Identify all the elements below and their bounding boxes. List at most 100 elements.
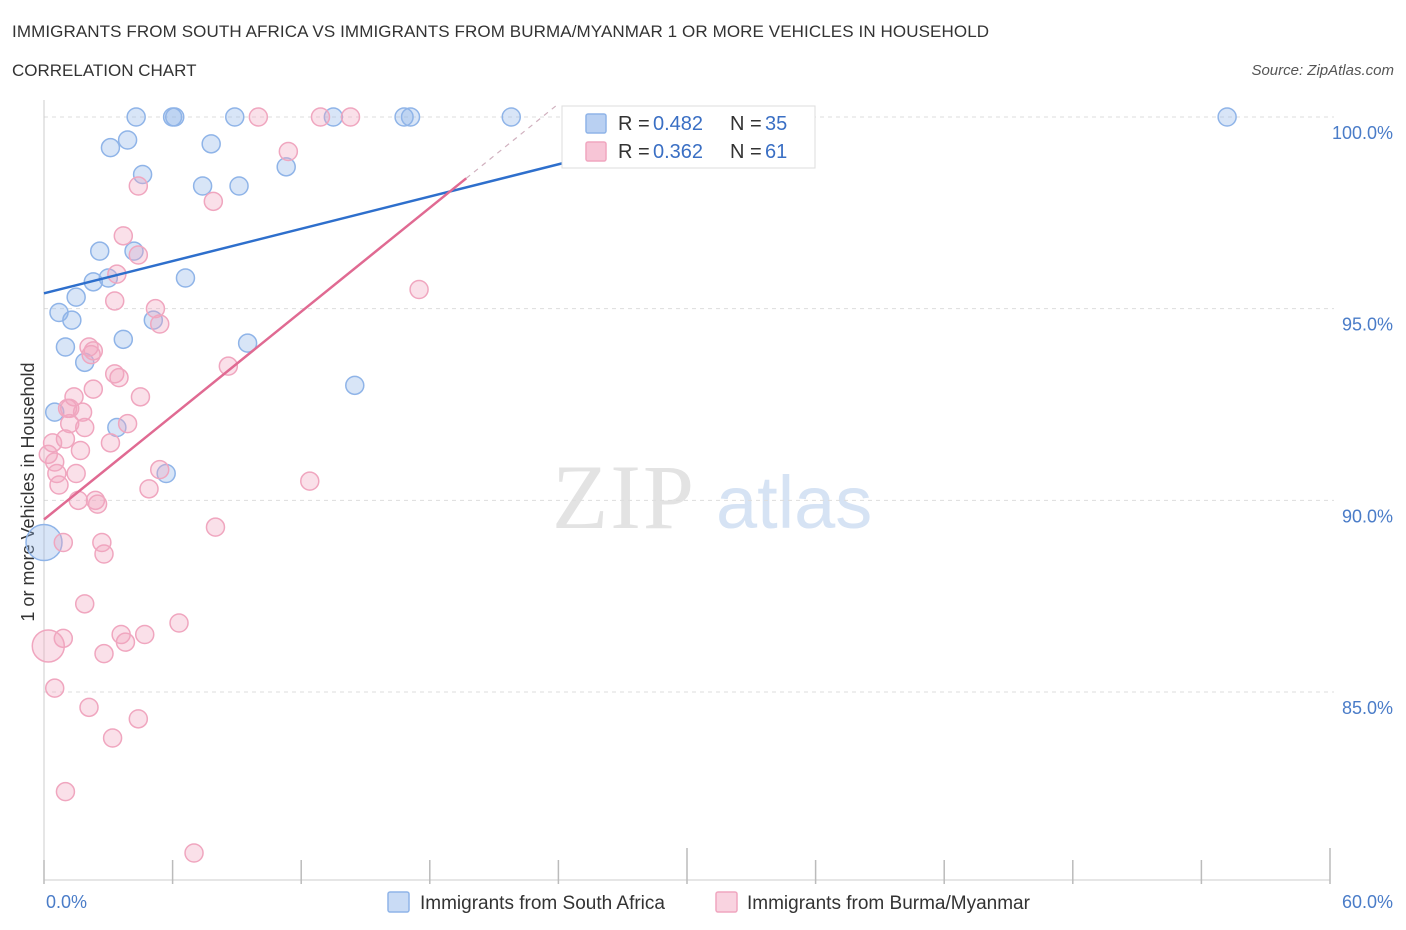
data-point	[117, 413, 138, 434]
data-point	[394, 107, 414, 127]
data-point	[1217, 107, 1237, 127]
y-tick-label: 85.0%	[1342, 698, 1393, 718]
data-point	[64, 387, 84, 407]
bottom-legend-label-burma: Immigrants from Burma/Myanmar	[747, 893, 1031, 914]
data-point	[89, 241, 110, 261]
data-point	[128, 245, 149, 265]
data-point	[184, 843, 204, 863]
data-point	[113, 329, 134, 350]
data-point	[175, 268, 196, 288]
bottom-legend-swatch-south-africa	[387, 891, 410, 913]
series-south-africa-points	[25, 107, 1237, 562]
data-point	[66, 287, 86, 307]
data-point	[74, 417, 95, 438]
data-point	[169, 613, 189, 633]
data-point	[400, 107, 421, 127]
data-point	[70, 440, 91, 461]
data-point	[100, 137, 121, 158]
data-point	[72, 402, 93, 422]
data-point	[218, 356, 239, 376]
data-point	[81, 344, 101, 365]
legend-n-value-2: 61	[765, 141, 787, 163]
legend-r-value-2: 0.362	[653, 141, 703, 163]
data-point	[74, 594, 95, 614]
trend-line-burma	[43, 177, 468, 521]
data-point	[276, 157, 296, 177]
data-point	[66, 463, 86, 484]
y-tick-labels: 100.0% 95.0% 90.0% 85.0%	[1332, 123, 1393, 718]
x-tick-label: 60.0%	[1342, 892, 1393, 912]
y-axis-label: 1 or more Vehicles in Household	[18, 362, 38, 621]
data-point	[49, 475, 69, 495]
y-tick-label: 90.0%	[1342, 506, 1393, 526]
data-point	[409, 279, 429, 300]
data-point	[310, 107, 331, 127]
data-point	[192, 176, 213, 196]
y-tick-label: 100.0%	[1332, 123, 1393, 143]
data-point	[132, 164, 153, 185]
data-point	[25, 523, 63, 562]
data-point	[55, 337, 76, 357]
stats-legend: R = 0.482 N = 35 R = 0.362 N = 61	[561, 105, 816, 169]
data-point	[130, 387, 151, 407]
series-burma-points	[31, 107, 429, 863]
series-legend: Immigrants from South Africa Immigrants …	[387, 891, 1031, 914]
data-point	[139, 479, 159, 499]
data-point	[128, 709, 149, 729]
data-point	[205, 517, 226, 537]
svg-text:ZIP: ZIP	[552, 446, 696, 548]
data-point	[31, 629, 66, 663]
chart-subtitle: CORRELATION CHART	[12, 61, 197, 80]
data-point	[44, 678, 65, 698]
data-point	[94, 643, 114, 664]
data-point	[38, 444, 59, 465]
data-point	[149, 314, 170, 334]
data-point	[300, 471, 320, 491]
data-point	[201, 134, 221, 154]
data-point	[62, 310, 82, 330]
data-point	[278, 141, 299, 162]
data-point	[501, 107, 521, 127]
axes	[43, 100, 1331, 884]
data-point	[100, 433, 121, 453]
source-label: Source: ZipAtlas.com	[1251, 62, 1394, 79]
data-point	[113, 226, 134, 246]
data-point	[83, 379, 104, 399]
data-point	[225, 107, 245, 127]
data-point	[87, 494, 108, 514]
data-point	[145, 298, 166, 319]
data-point	[59, 413, 80, 434]
data-point	[203, 191, 224, 212]
chart-title: IMMIGRANTS FROM SOUTH AFRICA VS IMMIGRAN…	[12, 22, 990, 41]
legend-n-label-2: N =	[730, 141, 762, 163]
data-point	[340, 107, 361, 127]
data-point	[53, 532, 74, 553]
data-point	[94, 544, 114, 564]
data-point	[104, 291, 125, 311]
data-point	[79, 697, 99, 718]
legend-swatch-south-africa	[585, 113, 607, 134]
data-point	[68, 490, 89, 511]
data-point	[134, 624, 155, 645]
data-point	[149, 459, 170, 480]
y-tick-label: 95.0%	[1342, 315, 1393, 335]
legend-r-value-1: 0.482	[653, 113, 703, 135]
gridlines	[44, 116, 1334, 693]
x-tick-labels: 0.0% 60.0%	[46, 892, 1393, 912]
bottom-legend-label-south-africa: Immigrants from South Africa	[420, 893, 665, 914]
data-point	[248, 107, 269, 127]
data-point	[102, 728, 123, 748]
data-point	[164, 107, 185, 127]
data-point	[345, 375, 365, 396]
data-point	[109, 367, 129, 388]
watermark: ZIP atlas	[552, 446, 872, 548]
data-point	[55, 781, 76, 802]
data-point	[115, 632, 136, 652]
legend-r-label-2: R =	[618, 141, 650, 163]
svg-text:atlas: atlas	[716, 461, 872, 544]
data-point	[128, 176, 149, 196]
bottom-legend-swatch-burma	[715, 891, 738, 913]
data-point	[117, 130, 138, 150]
data-point	[229, 176, 249, 196]
